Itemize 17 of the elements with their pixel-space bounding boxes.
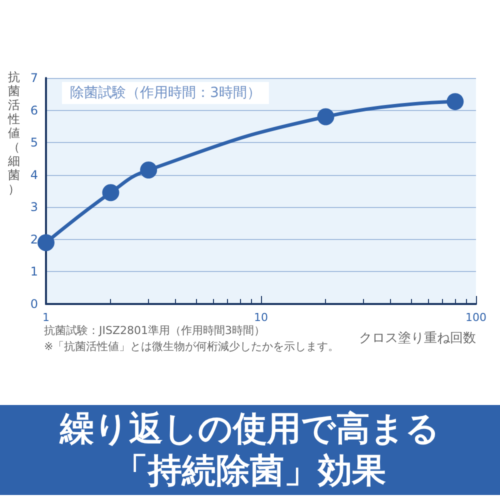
- y-tick-label: 3: [30, 200, 38, 214]
- text: 抗菌活性値（細菌）: [8, 70, 20, 196]
- y-tick-label: 7: [30, 71, 38, 85]
- text: 繰り返しの使用で高まる「持続除菌」効果: [0, 405, 500, 495]
- x-tick-label: 1: [42, 311, 50, 324]
- y-tick-label: 2: [30, 232, 38, 246]
- text: 抗菌試験：JISZ2801準用（作用時間3時間）: [44, 324, 265, 337]
- x-tick-label: 100: [466, 311, 486, 324]
- y-tick-label: 1: [30, 264, 38, 279]
- x-tick-label: 10: [254, 311, 268, 324]
- y-tick-label: 0: [30, 297, 38, 311]
- x-axis-title: クロス塗り重ね回数: [359, 331, 476, 346]
- y-tick-label: 5: [30, 136, 38, 150]
- y-tick-label: 6: [30, 103, 38, 118]
- text: 除菌試験（作用時間：3時間）: [70, 85, 261, 101]
- text: ※「抗菌活性値」とは微生物が何桁減少したかを示します。: [44, 340, 340, 353]
- y-tick-label: 4: [30, 168, 38, 182]
